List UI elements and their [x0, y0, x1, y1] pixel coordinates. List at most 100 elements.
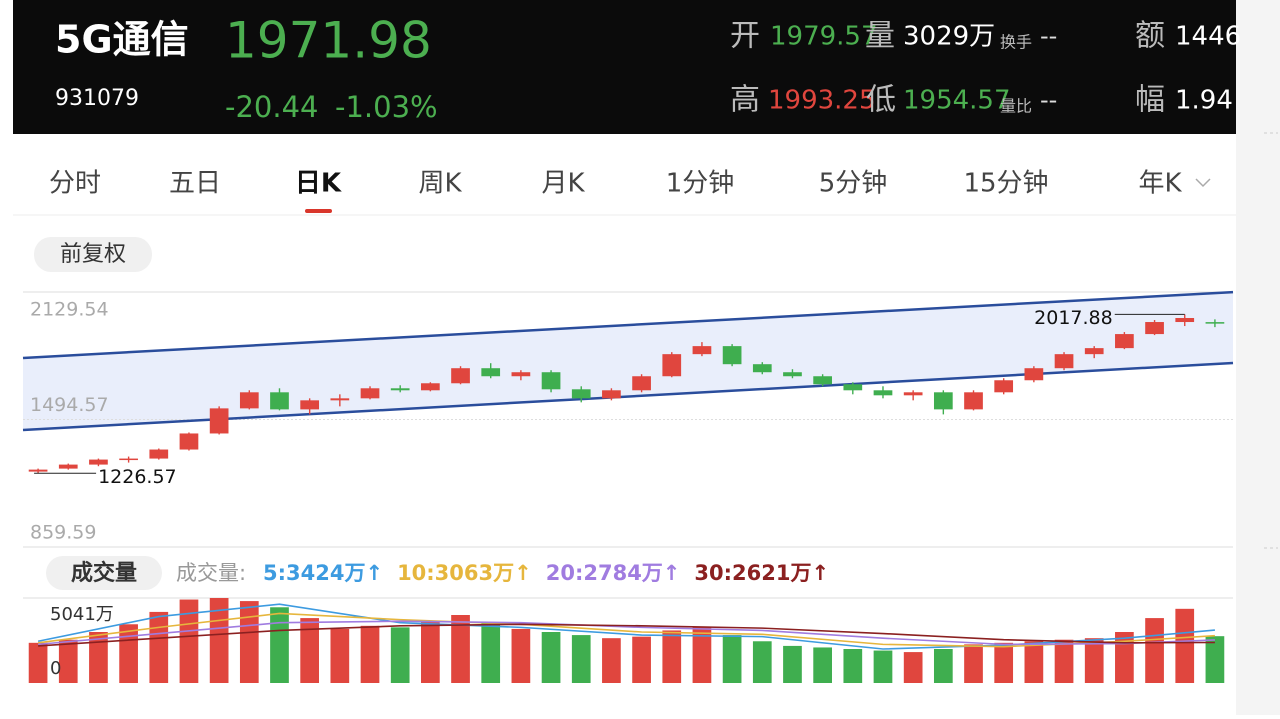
tab[interactable]: 周K [418, 169, 462, 199]
dropdown-chevron [1195, 178, 1211, 188]
candle-body [390, 388, 410, 391]
candle-body [783, 372, 802, 377]
max-marker-label: 2017.88 [1034, 307, 1113, 329]
candle-body [752, 364, 772, 373]
volume-bar [964, 644, 983, 683]
volume-bar [843, 649, 863, 683]
candle-body [300, 400, 320, 410]
candle-body [571, 389, 591, 399]
candle-body [813, 376, 832, 385]
volume-bar [602, 638, 621, 683]
volume-bar [58, 639, 78, 683]
y-tick-label: 1494.57 [30, 394, 109, 416]
stock-name: 5G通信 [55, 18, 189, 62]
tab[interactable]: 5分钟 [819, 169, 888, 199]
volume-bar [179, 599, 199, 683]
volume-bar [89, 632, 108, 683]
volume-bar [1205, 636, 1225, 683]
candle-body [360, 388, 380, 399]
volume-bar [903, 652, 923, 683]
volume-bar [722, 635, 742, 683]
adjust-label[interactable]: 前复权 [60, 242, 126, 267]
volume-bar [1145, 618, 1164, 683]
min-marker-label: 1226.57 [98, 466, 177, 488]
volume-bar [813, 647, 832, 683]
candle-body [239, 392, 259, 409]
tab[interactable]: 15分钟 [963, 169, 1048, 199]
volume-bar [119, 624, 138, 683]
stat-label: 额 [1135, 19, 1165, 54]
price: 1971.98 [225, 12, 432, 70]
side-strip [1236, 0, 1280, 715]
legend-entry: 20:2784万↑ [546, 561, 681, 585]
volume-legend-title: 成交量: [176, 561, 246, 585]
channel-fill [23, 292, 1233, 431]
tab[interactable]: 1分钟 [666, 169, 735, 199]
tab[interactable]: 分时 [49, 169, 101, 199]
candle-body [1024, 368, 1044, 381]
candle-body [119, 458, 138, 461]
y-tick-label: 2129.54 [30, 299, 109, 321]
stat-label: 幅 [1135, 83, 1165, 118]
stat-value: 1446 [1175, 22, 1241, 52]
candle-body [541, 372, 561, 390]
stat-value: 1954.57 [903, 86, 1011, 116]
stat-value: -- [1040, 86, 1057, 114]
change: -20.44 [225, 90, 319, 124]
ma-line [38, 620, 1215, 646]
candle-body [722, 346, 742, 365]
tab-underline [305, 209, 332, 213]
stat-label: 量比 [1000, 97, 1032, 116]
tab[interactable]: 年K [1138, 169, 1182, 199]
candle-body [1205, 322, 1225, 324]
volume-bar [149, 611, 169, 683]
volume-bar [360, 625, 380, 683]
stat-value: 1993.25 [768, 86, 876, 116]
volume-bar [783, 645, 802, 683]
candle-body [994, 380, 1014, 393]
volume-bar [1115, 632, 1134, 683]
candle-body [1054, 354, 1074, 369]
candle-body [843, 384, 863, 391]
candle-body [179, 433, 199, 450]
volume-bar [421, 621, 440, 683]
volume-bar [541, 632, 561, 683]
candle-body [421, 383, 440, 391]
header-bg [13, 0, 1236, 134]
legend-entry: 30:2621万↑ [694, 561, 829, 585]
candle-body [149, 449, 169, 459]
volume-bar [330, 628, 350, 683]
volume-bar [239, 601, 259, 683]
legend-entry: 10:3063万↑ [397, 561, 532, 585]
stat-label: 量 [865, 19, 895, 54]
volume-bar [1084, 638, 1104, 683]
volume-bar [270, 607, 289, 683]
candle-body [632, 376, 651, 391]
tab[interactable]: 日K [295, 169, 342, 199]
y-tick-label: 859.59 [30, 522, 96, 544]
candle-body [89, 459, 108, 465]
volume-pill[interactable] [46, 556, 162, 590]
stat-label: 换手 [1000, 33, 1032, 52]
tab[interactable]: 五日 [169, 169, 221, 199]
candle-body [1115, 334, 1134, 349]
volume-bar [571, 635, 591, 683]
stat-value: 1979.57 [770, 22, 878, 52]
candle-body [58, 464, 78, 469]
stat-label: 开 [730, 19, 760, 54]
stat-value: -- [1040, 22, 1057, 50]
volume-bar [481, 622, 501, 683]
stock-code: 931079 [55, 86, 139, 111]
candle-body [903, 392, 923, 396]
candle-body [511, 372, 531, 377]
volume-bar [873, 650, 893, 683]
volume-bar [511, 628, 531, 683]
adjust-pill[interactable] [34, 237, 152, 272]
volume-title[interactable]: 成交量 [71, 560, 137, 586]
stat-label: 低 [866, 83, 896, 118]
tab[interactable]: 月K [541, 169, 585, 199]
candle-body [964, 392, 983, 410]
candle-body [330, 398, 350, 401]
